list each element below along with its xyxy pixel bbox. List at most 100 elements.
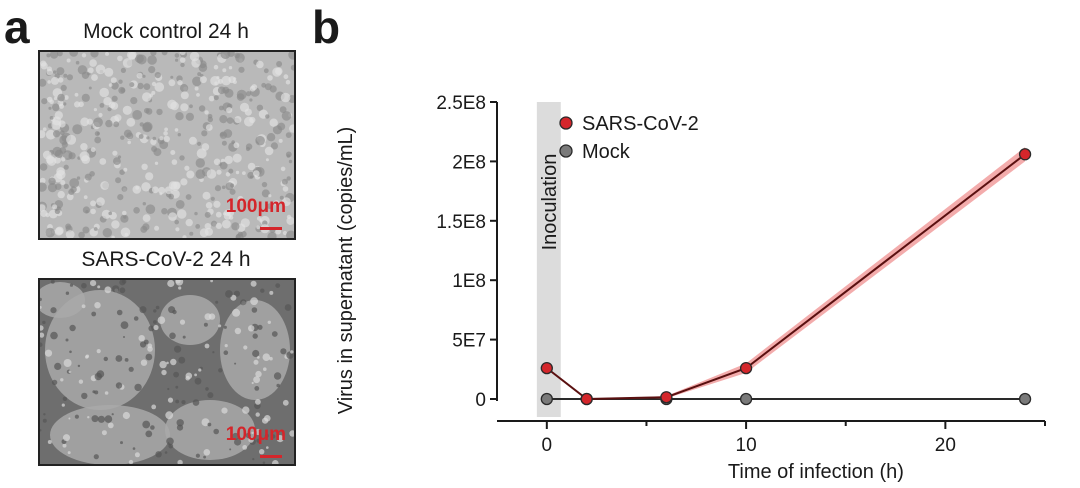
cell-dot [207, 114, 213, 119]
cell-dot [174, 53, 180, 58]
cell-dot [264, 433, 269, 438]
cell-dot [170, 150, 176, 155]
cell-dot [281, 111, 292, 121]
cell-dot [192, 399, 200, 406]
cell-dot [122, 105, 132, 115]
cell-dot [49, 116, 54, 120]
cell-dot [93, 227, 98, 231]
cell-dot [250, 297, 258, 306]
cell-dot [42, 418, 47, 423]
cell-dot [110, 102, 119, 110]
cell-dot [213, 64, 219, 70]
cell-dot [145, 204, 156, 214]
cell-dot [208, 313, 216, 320]
cell-dot [81, 93, 90, 102]
cell-dot [176, 419, 184, 427]
cell-dot [69, 52, 79, 57]
legend: SARS-CoV-2 Mock [559, 113, 699, 163]
cell-dot [67, 451, 71, 455]
cell-dot [180, 103, 189, 112]
cell-dot [280, 92, 291, 103]
cell-dot [203, 455, 207, 459]
cell-dot [61, 403, 65, 407]
cell-dot [177, 133, 181, 137]
x-tick-label: 0 [542, 435, 553, 456]
cell-dot [68, 417, 71, 420]
cell-dot [224, 155, 233, 165]
sars-cov-2-line [546, 153, 1026, 401]
cell-dot [104, 415, 113, 423]
cell-dot [253, 359, 259, 365]
cell-dot [248, 437, 254, 443]
cell-dot [255, 428, 262, 436]
cell-dot [284, 304, 292, 311]
panel-letter-a: a [4, 1, 30, 53]
cell-dot [197, 141, 202, 146]
cell-dot [282, 399, 289, 406]
cell-dot [41, 98, 48, 105]
cell-dot [61, 141, 68, 148]
cell-dot [154, 161, 159, 165]
cell-dot [123, 167, 128, 172]
cell-dot [224, 344, 228, 348]
cell-dot [94, 372, 102, 381]
cell-dot [52, 103, 60, 112]
cell-dot [275, 283, 281, 288]
cell-dot [66, 134, 77, 145]
cell-dot [43, 413, 46, 416]
cell-dot [90, 280, 97, 287]
cell-dot [276, 383, 280, 388]
cell-dot [134, 383, 142, 392]
cell-dot [221, 185, 226, 190]
cell-dot [276, 435, 284, 443]
cell-dot [161, 52, 168, 56]
cell-dot [66, 74, 73, 81]
cell-dot [167, 280, 175, 288]
cell-dot [261, 189, 270, 198]
cell-dot [155, 305, 160, 310]
cell-dot [175, 227, 180, 232]
cell-dot [275, 228, 282, 235]
cell-dot [113, 157, 121, 165]
cell-dot [111, 413, 114, 416]
cell-dot [256, 225, 261, 230]
cell-dot [182, 335, 186, 339]
cell-dot [159, 140, 169, 150]
cell-dot [59, 103, 64, 109]
cell-dot [288, 159, 293, 164]
cell-dot [99, 158, 107, 165]
cell-dot [280, 166, 286, 172]
cell-dot [173, 371, 180, 378]
cell-dot [53, 156, 61, 164]
cell-dot [271, 434, 276, 439]
cell-dot [40, 305, 42, 309]
cell-dot [155, 451, 162, 458]
cell-dot [105, 52, 109, 56]
cell-dot [101, 430, 107, 436]
cell-dot [221, 75, 231, 86]
cell-dot [101, 209, 111, 219]
cell-dot [205, 202, 213, 209]
cell-dot [47, 440, 52, 444]
cell-dot [245, 91, 252, 97]
cell-dot [105, 119, 113, 128]
sars-cell-texture [40, 280, 294, 464]
y-tick-label: 1.5E8 [436, 212, 486, 233]
cell-dot [153, 324, 159, 331]
cell-dot [91, 415, 99, 423]
cell-dot [167, 387, 170, 391]
inoculation-band [536, 102, 561, 417]
cell-dot [98, 112, 103, 118]
cell-dot [149, 93, 153, 98]
cell-dot [212, 351, 215, 354]
cell-cluster [50, 405, 170, 464]
cell-dot [104, 391, 109, 395]
cell-dot [167, 397, 174, 403]
cell-dot [48, 106, 52, 110]
cell-dot [210, 196, 215, 201]
cell-dot [88, 86, 92, 90]
cell-dot [51, 379, 58, 386]
cell-dot [121, 280, 127, 284]
cell-dot [178, 286, 182, 290]
cell-dot [177, 459, 183, 464]
